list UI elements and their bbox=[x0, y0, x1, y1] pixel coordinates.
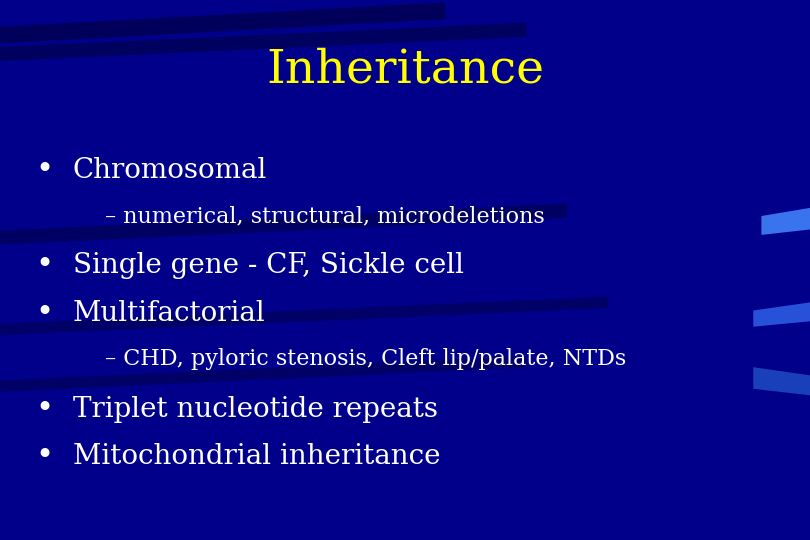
Text: Triplet nucleotide repeats: Triplet nucleotide repeats bbox=[73, 396, 438, 423]
Text: •: • bbox=[36, 154, 53, 186]
Text: Multifactorial: Multifactorial bbox=[73, 300, 266, 327]
Polygon shape bbox=[753, 302, 810, 327]
Text: •: • bbox=[36, 250, 53, 281]
Text: – numerical, structural, microdeletions: – numerical, structural, microdeletions bbox=[105, 205, 545, 227]
Text: •: • bbox=[36, 441, 53, 472]
Text: – CHD, pyloric stenosis, Cleft lip/palate, NTDs: – CHD, pyloric stenosis, Cleft lip/palat… bbox=[105, 348, 627, 370]
Text: Inheritance: Inheritance bbox=[266, 48, 544, 93]
Text: •: • bbox=[36, 394, 53, 425]
Polygon shape bbox=[761, 208, 810, 235]
Text: Mitochondrial inheritance: Mitochondrial inheritance bbox=[73, 443, 441, 470]
Text: •: • bbox=[36, 298, 53, 329]
Text: Single gene - CF, Sickle cell: Single gene - CF, Sickle cell bbox=[73, 252, 464, 279]
Polygon shape bbox=[753, 367, 810, 395]
Text: Chromosomal: Chromosomal bbox=[73, 157, 267, 184]
